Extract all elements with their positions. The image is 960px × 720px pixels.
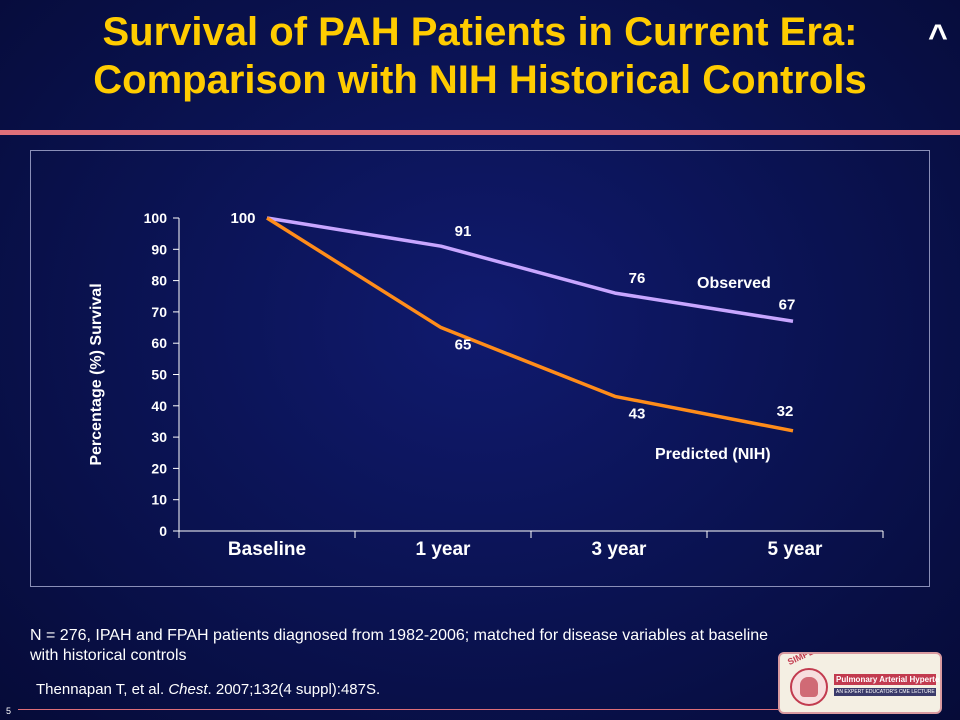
footnote: N = 276, IPAH and FPAH patients diagnose… bbox=[30, 627, 769, 664]
y-tick-label: 60 bbox=[151, 335, 167, 351]
series-line-observed bbox=[266, 216, 794, 324]
x-tick-label: 1 year bbox=[416, 539, 472, 560]
citation-journal: Chest bbox=[168, 681, 208, 698]
series-logo: SIMPLY SPEAKING: Pulmonary Arterial Hype… bbox=[778, 652, 942, 714]
citation-details: . 2007;132(4 suppl):487S. bbox=[207, 681, 381, 698]
series-label-predicted: Predicted (NIH) bbox=[655, 446, 771, 463]
data-label: 100 bbox=[230, 210, 255, 227]
chart-panel: 0 10 20 30 40 50 60 70 80 90 100 Baseline 1 year 3 ye… bbox=[30, 150, 930, 587]
y-axis-label: Percentage (%) Survival bbox=[88, 283, 105, 465]
lungs-icon bbox=[800, 677, 818, 697]
x-tick-label: Baseline bbox=[228, 539, 306, 560]
data-label: 76 bbox=[629, 270, 646, 287]
y-tick-label: 80 bbox=[151, 273, 167, 289]
slide-title: Survival of PAH Patients in Current Era:… bbox=[0, 8, 960, 104]
series-line-predicted bbox=[266, 216, 794, 433]
y-tick-label: 90 bbox=[151, 241, 167, 257]
logo-title: Pulmonary Arterial Hypertension bbox=[834, 674, 940, 685]
title-line-1: Survival of PAH Patients in Current Era: bbox=[102, 10, 858, 54]
y-tick-label: 70 bbox=[151, 304, 167, 320]
data-label: 43 bbox=[629, 405, 646, 422]
caret-mark: ^ bbox=[928, 18, 948, 56]
x-tick-label: 5 year bbox=[768, 539, 824, 560]
logo-arc-text: SIMPLY SPEAKING: bbox=[786, 654, 867, 667]
data-label: 91 bbox=[455, 223, 472, 240]
y-tick-label: 0 bbox=[159, 523, 167, 539]
title-line-2: Comparison with NIH Historical Controls bbox=[93, 58, 867, 102]
title-divider bbox=[0, 130, 960, 135]
y-tick-label: 30 bbox=[151, 429, 167, 445]
slide-number: 5 bbox=[6, 706, 12, 716]
y-tick-label: 20 bbox=[151, 460, 167, 476]
y-tick-label: 50 bbox=[151, 367, 167, 383]
x-tick-label: 3 year bbox=[592, 539, 648, 560]
data-label: 65 bbox=[455, 337, 472, 354]
logo-subtitle: AN EXPERT EDUCATOR'S CME LECTURE SERIES bbox=[834, 688, 936, 696]
series-label-observed: Observed bbox=[697, 275, 771, 292]
citation-authors: Thennapan T, et al. bbox=[36, 681, 165, 698]
y-tick-label: 10 bbox=[151, 492, 167, 508]
citation: Thennapan T, et al. Chest. 2007;132(4 su… bbox=[36, 681, 380, 698]
data-label: 32 bbox=[777, 403, 794, 420]
footer-divider bbox=[18, 709, 778, 710]
survival-chart: 0 10 20 30 40 50 60 70 80 90 100 Baseline 1 year 3 ye… bbox=[88, 210, 884, 560]
y-tick-label: 100 bbox=[144, 210, 168, 226]
data-label: 67 bbox=[779, 296, 796, 313]
y-tick-label: 40 bbox=[151, 398, 167, 414]
